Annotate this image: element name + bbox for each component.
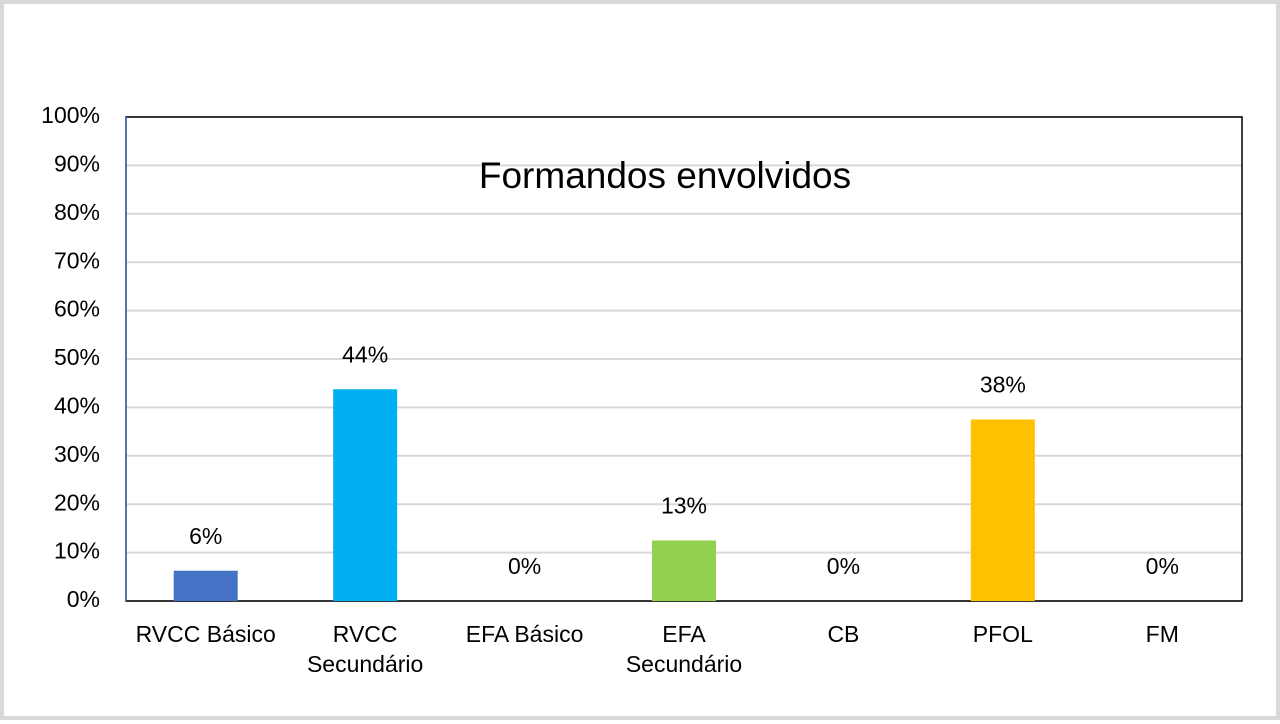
y-tick-label: 20% — [54, 489, 100, 515]
y-tick-label: 30% — [54, 441, 100, 467]
y-tick-label: 100% — [41, 102, 100, 128]
data-label: 6% — [189, 523, 222, 549]
data-label: 0% — [1146, 553, 1179, 579]
x-tick-label: EFA Secundário — [625, 621, 743, 677]
bar — [970, 419, 1035, 601]
chart-title: Formandos envolvidos — [479, 155, 851, 196]
data-label: 38% — [980, 372, 1026, 398]
y-tick-label: 70% — [54, 247, 100, 273]
bar — [333, 389, 398, 601]
y-tick-label: 10% — [54, 538, 100, 564]
x-tick-label: FM — [1145, 621, 1179, 647]
data-label: 44% — [342, 341, 388, 367]
y-tick-label: 60% — [54, 296, 100, 322]
chart: Formandos envolvidos 0% 10% 20% 30% 40% 50% 60… — [41, 102, 1243, 612]
x-tick-label: RVCC Básico — [135, 621, 276, 647]
data-label: 13% — [661, 493, 707, 519]
y-tick-label: 80% — [54, 199, 100, 225]
y-tick-label: 50% — [54, 344, 100, 370]
x-tick-label: CB — [827, 621, 860, 647]
data-label: 0% — [508, 553, 541, 579]
x-tick-label: EFA Básico — [465, 621, 584, 647]
y-tick-label: 90% — [54, 150, 100, 176]
x-tick-label: PFOL — [972, 621, 1033, 647]
y-tick-label: 0% — [67, 586, 100, 612]
y-tick-label: 40% — [54, 392, 100, 418]
data-label: 0% — [827, 553, 860, 579]
bar — [652, 540, 716, 601]
bar — [173, 570, 238, 601]
x-tick-label: RVCC Secundário — [306, 621, 424, 677]
